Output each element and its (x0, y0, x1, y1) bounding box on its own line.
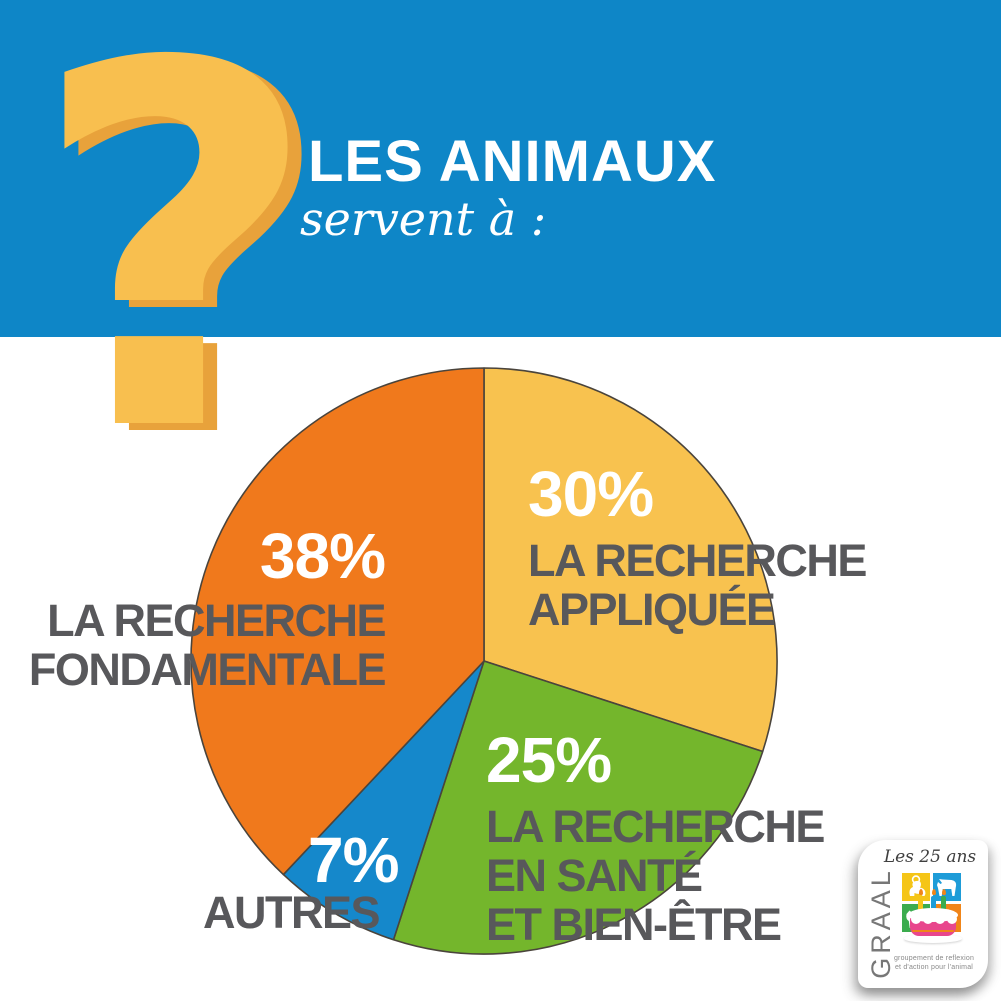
cat-icon (937, 911, 957, 928)
horse-square (933, 873, 961, 901)
logo-anniversary-text: Les 25 ans (883, 847, 977, 867)
label-recherche-fondamentale: 38% LA RECHERCHE FONDAMENTALE (28, 520, 387, 695)
pct-recherche-appliquee: 30% (528, 458, 654, 530)
label-recherche-sante: 25% LA RECHERCHE EN SANTÉ ET BIEN-ÊTRE (486, 724, 825, 950)
label-line: EN SANTÉ (486, 850, 703, 901)
logo-tagline-line2: et d'action pour l'animal (894, 963, 974, 971)
label-line: LA RECHERCHE (486, 801, 825, 852)
logo-tagline: groupement de reflexion et d'action pour… (884, 955, 984, 972)
pie-slice-recherche-sante-bien-etre (392, 660, 764, 955)
cat-square (933, 904, 961, 932)
pct-autres: 7% (308, 824, 399, 896)
label-line: LA RECHERCHE (528, 535, 867, 586)
monkey-icon (909, 875, 926, 896)
page-title: LES ANIMAUX (308, 129, 717, 194)
monkey-square (902, 873, 930, 901)
label-autres: AUTRES (203, 887, 381, 938)
label-line: ET BIEN-ÊTRE (486, 899, 782, 950)
logo-animal-grid (902, 873, 961, 932)
header-band (0, 0, 1001, 337)
pie-slice-recherche-appliquee (483, 367, 778, 753)
pct-recherche-fondamentale: 38% (259, 520, 386, 592)
pct-recherche-sante: 25% (486, 724, 612, 796)
horse-icon (937, 879, 957, 896)
label-line: LA RECHERCHE (47, 595, 386, 646)
logo-tagline-line1: groupement de reflexion (893, 955, 975, 962)
dog-icon (906, 910, 926, 928)
cake-plate (904, 934, 962, 943)
pie-slice-autres (282, 660, 485, 941)
label-recherche-appliquee: 30% LA RECHERCHE APPLIQUÉE (528, 458, 867, 635)
page-subtitle: servent à : (300, 192, 547, 246)
graal-logo: Les 25 ans GRAAL (858, 840, 988, 988)
label-line: APPLIQUÉE (528, 584, 776, 635)
dog-square (902, 904, 930, 932)
pie-slice-recherche-fondamentale (190, 367, 485, 876)
label-line: FONDAMENTALE (28, 644, 387, 695)
